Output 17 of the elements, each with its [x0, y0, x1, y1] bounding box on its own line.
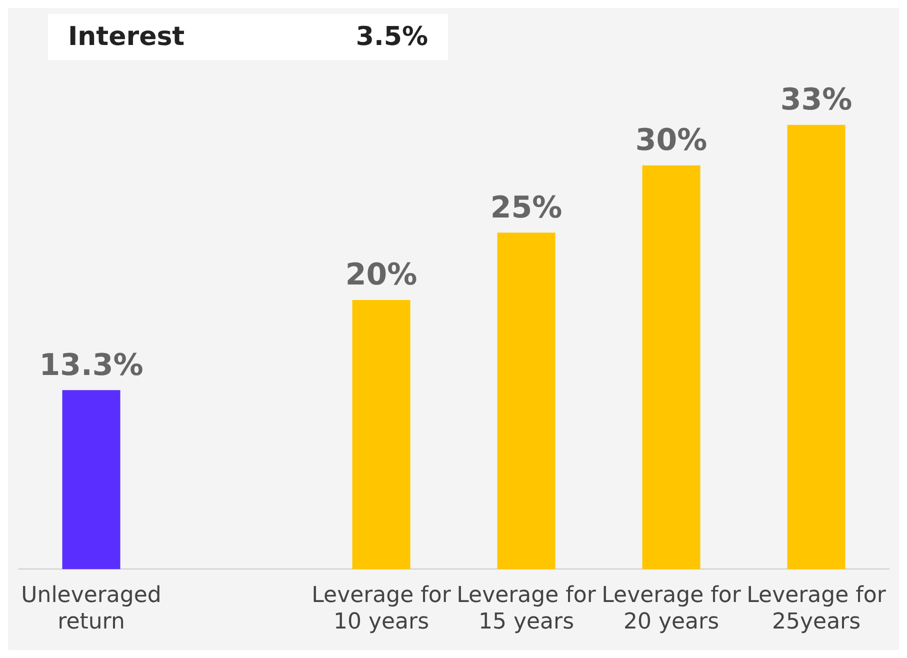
data-label: 13.3% — [39, 348, 144, 383]
bar — [642, 165, 700, 570]
text: Interest — [68, 22, 185, 52]
data-label: 30% — [635, 123, 708, 158]
x-tick-label: Leverage for 20 years — [602, 583, 742, 635]
text: 3.5% — [356, 22, 428, 52]
x-tick-label: Leverage for 10 years — [312, 583, 452, 635]
data-label: 25% — [490, 190, 562, 226]
data-label: 33% — [780, 82, 852, 118]
x-tick-label: Unleveraged return — [21, 583, 162, 635]
data-label: 20% — [345, 258, 418, 293]
bar — [352, 300, 410, 570]
x-tick-label: Leverage for 25years — [746, 583, 887, 635]
bar — [62, 390, 120, 570]
bar — [497, 232, 556, 570]
bar — [787, 124, 846, 570]
x-tick-label: Leverage for 15 years — [456, 583, 597, 635]
